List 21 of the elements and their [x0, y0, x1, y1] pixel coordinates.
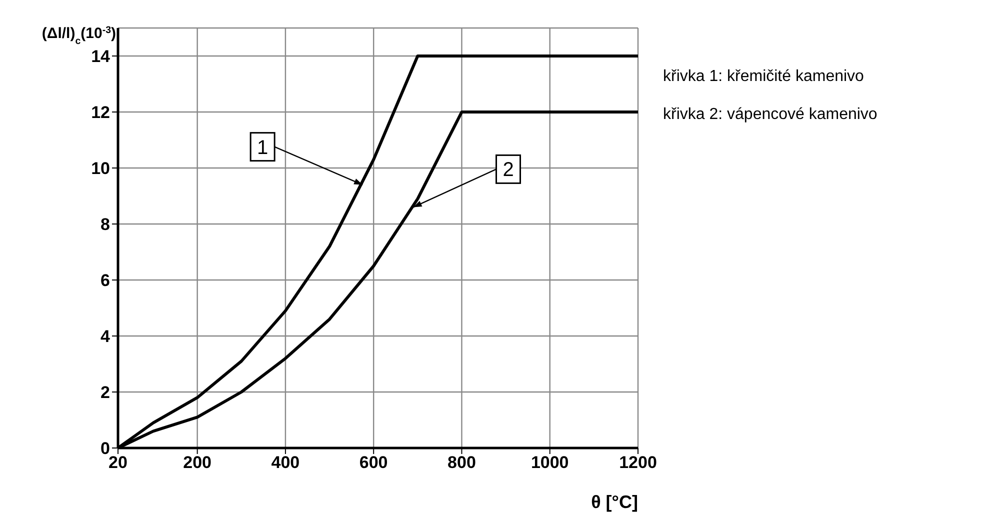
x-axis-title: θ [°C]: [591, 492, 638, 512]
annotation: 2: [502, 159, 514, 182]
x-tick-label: 800: [448, 453, 476, 472]
x-tick-label: 1000: [530, 453, 569, 472]
x-tick-label: 200: [183, 453, 212, 472]
text: křivka 1: křemičité kamenivo: [663, 68, 864, 86]
y-tick-label: 4: [100, 327, 111, 346]
annotation: 1: [257, 136, 268, 159]
y-tick-label: 12: [91, 103, 110, 122]
x-tick-label: 400: [271, 453, 300, 472]
y-tick-label: 6: [100, 271, 110, 290]
y-tick-label: 8: [100, 215, 110, 234]
y-tick-label: 0: [100, 439, 110, 458]
y-tick-label: 2: [100, 383, 110, 402]
y-tick-label: 14: [91, 47, 111, 66]
x-tick-label: 20: [108, 453, 128, 472]
x-tick-label: 600: [359, 453, 388, 472]
y-tick-label: 10: [91, 159, 110, 178]
y-axis-title: (Δl/l)$_{c}$(10$^{-3}$): [42, 24, 116, 46]
text: křivka 2: vápencové kamenivo: [663, 106, 878, 124]
x-tick-label: 1200: [619, 453, 657, 472]
